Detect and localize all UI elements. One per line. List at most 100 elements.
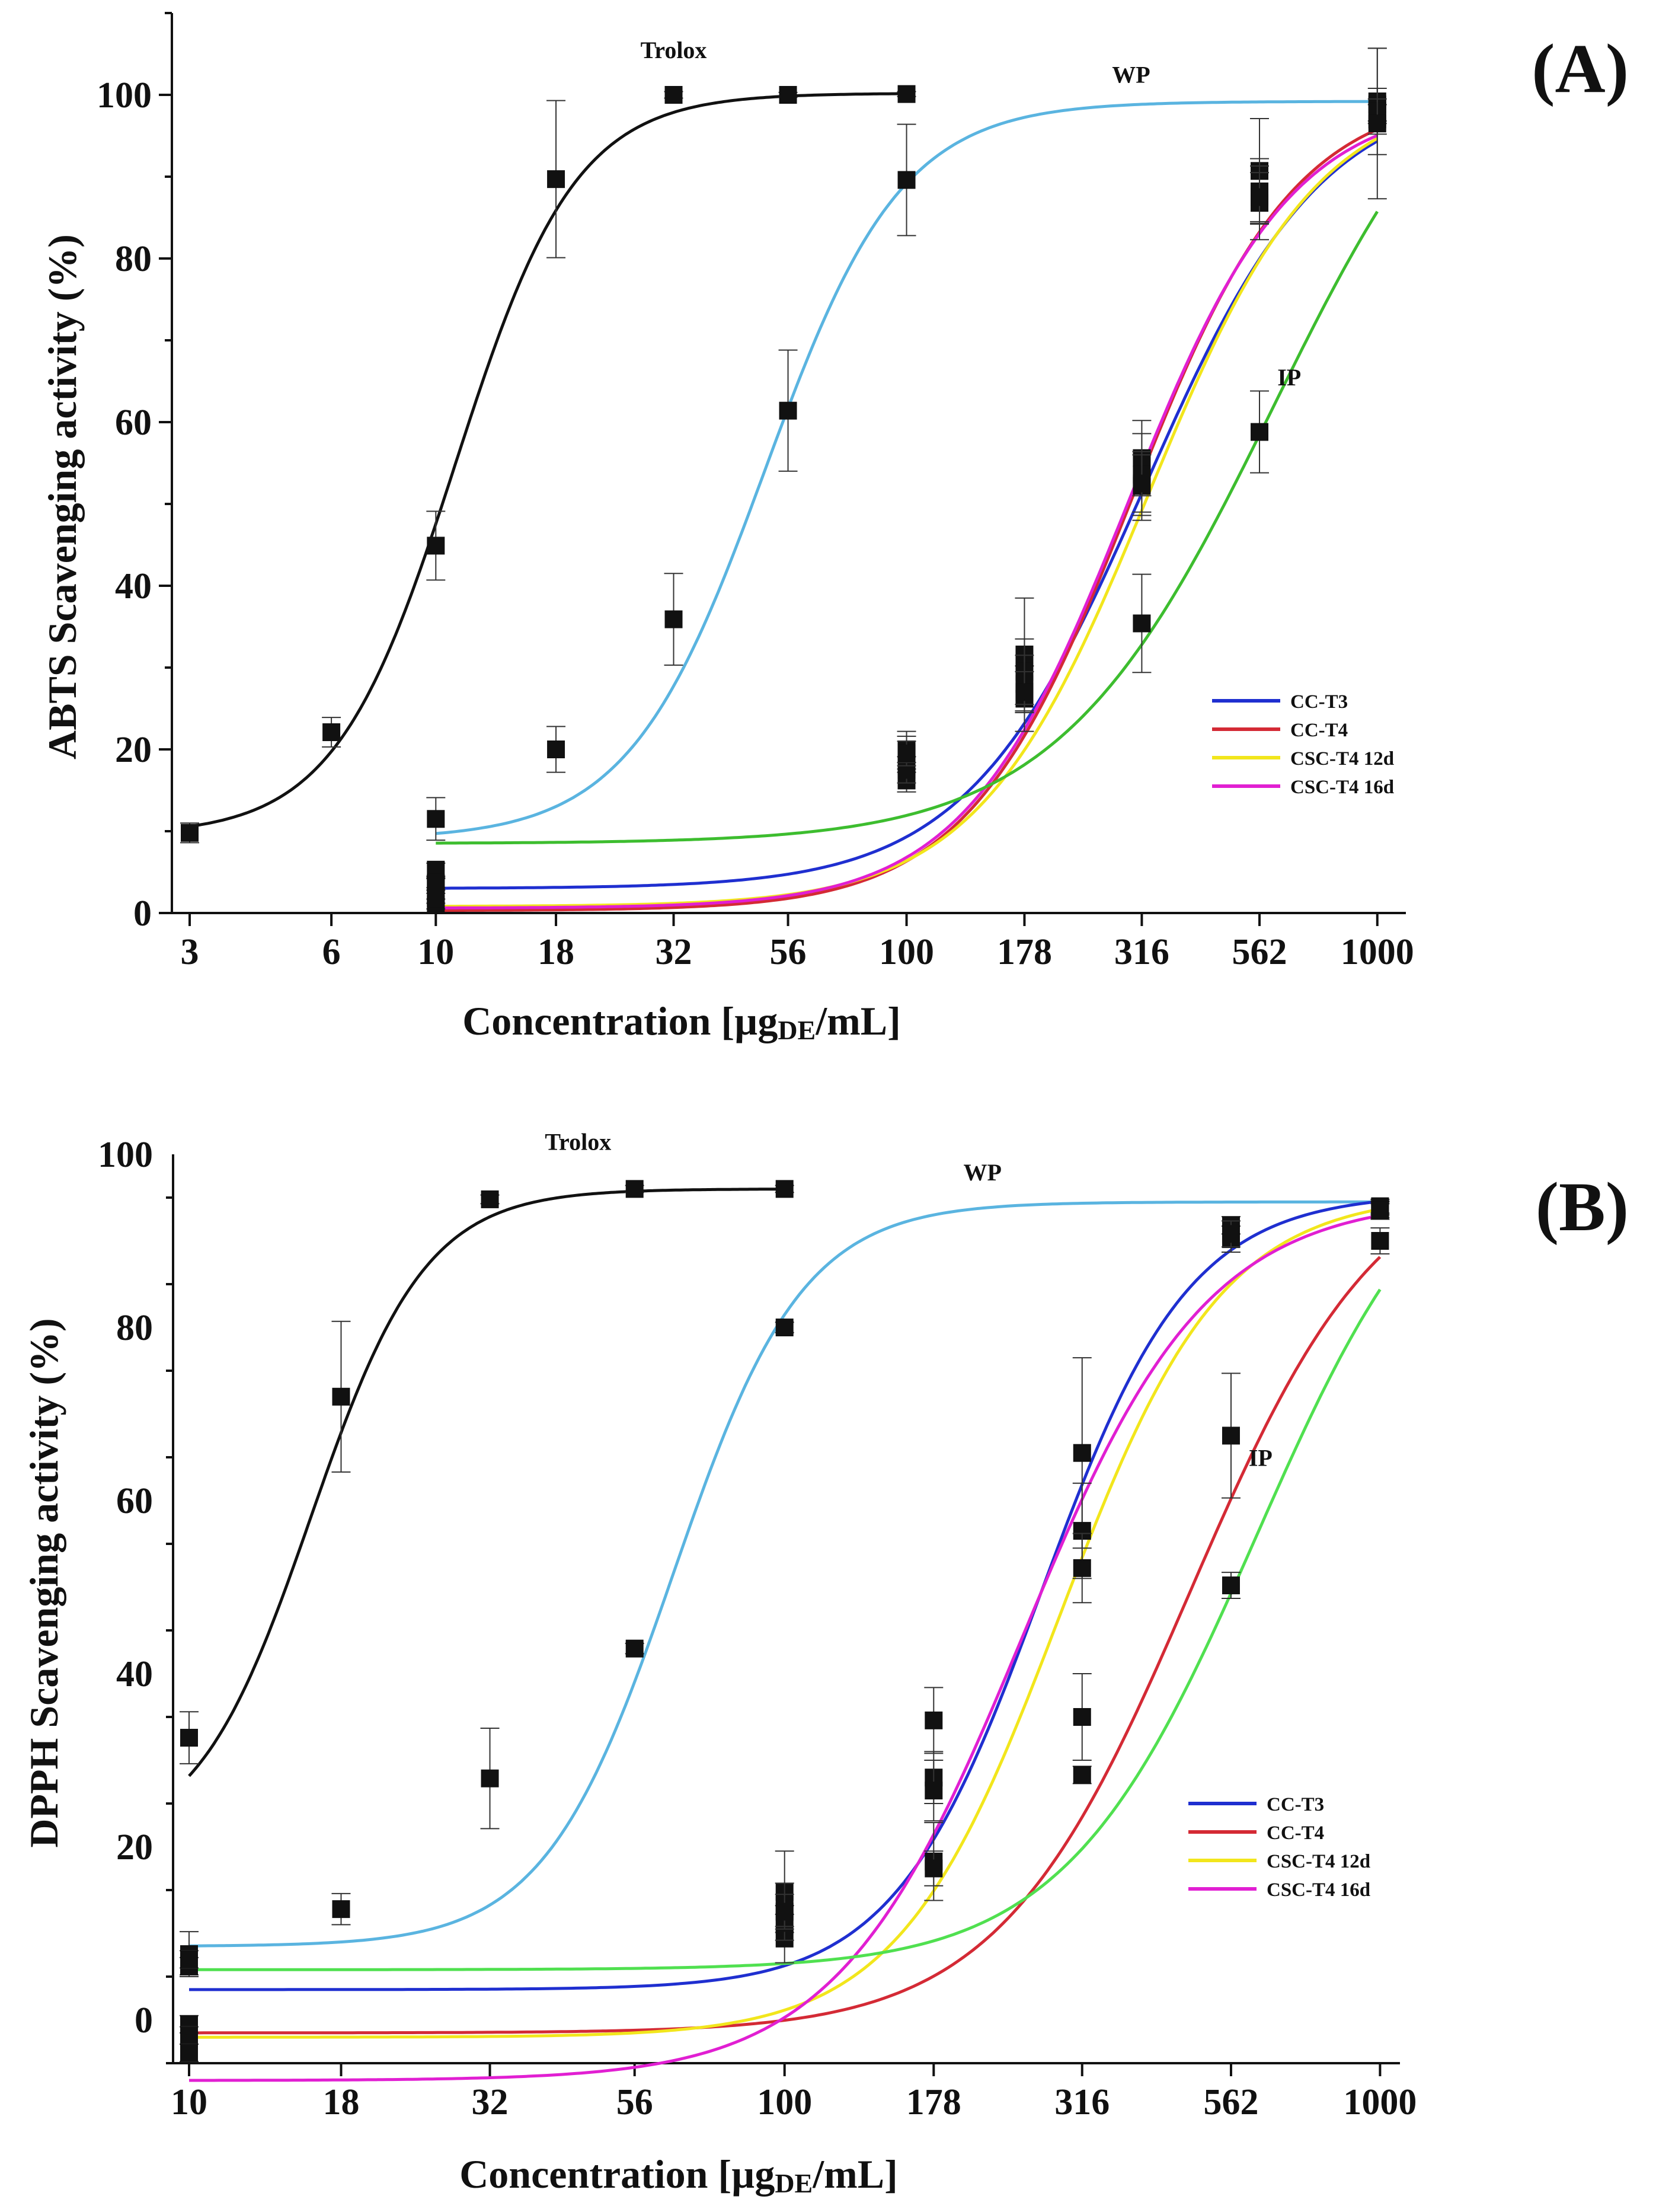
legend-label: CSC-T4 12d [1290,748,1394,770]
point-ip [925,1859,943,1878]
fit-curve-cc-t4 [189,1256,1382,2035]
legend-label: CSC-T4 16d [1267,1879,1370,1901]
point-wp [625,1639,644,1658]
curve-label-trolox: Trolox [641,37,707,63]
fit-curve-csc-t4-12d [436,137,1379,908]
data-points [179,1180,1390,2063]
fit-curve-csc-t4-12d [189,1207,1380,2039]
curve-label-ip: IP [1249,1445,1273,1472]
curve-label-wp: WP [963,1159,1001,1186]
fit-curve-cc-t3 [436,139,1379,890]
y-tick-label: 60 [115,403,152,443]
x-tick-label: 178 [906,2082,961,2122]
point-wp [897,171,916,189]
legend-label: CSC-T4 16d [1290,777,1394,798]
point-trolox [625,1180,644,1198]
x-tick-label: 18 [322,2082,359,2122]
x-tick-label: 100 [879,932,934,972]
x-tick-label: 6 [322,932,341,972]
x-tick-label: 10 [171,2082,207,2122]
fit-curve-ip [189,1288,1382,1971]
point-csc-t4-16d [1222,1225,1240,1243]
point-trolox [547,170,565,189]
y-tick-label: 100 [98,1135,153,1175]
point-ip [1368,114,1386,133]
y-tick-label: 0 [135,2000,153,2041]
point-csc-t4-16d [180,2044,198,2062]
x-tick-label: 316 [1054,2082,1110,2122]
legend: CC-T3 CC-T4 CSC-T4 12d CSC-T4 16d [1188,1794,1370,1901]
point-ip [1251,423,1269,441]
point-wp [664,610,683,628]
y-axis-title: DPPH Scavenging activity (%) [21,1318,66,1847]
point-trolox [180,1729,198,1747]
x-axis-title: Concentration [µgDE/mL] [459,2152,898,2198]
legend-label: CSC-T4 12d [1267,1851,1370,1872]
curve-labels: Trolox WP IP [545,1129,1272,1472]
point-csc-t4-16d [1133,474,1151,493]
point-csc-t4-12d [180,2026,198,2045]
y-tick-label: 0 [133,893,152,934]
y-axis-title: ABTS Scavenging activity (%) [40,234,85,759]
point-ip [1073,1766,1091,1784]
point-ip [1222,1576,1240,1595]
fit-curve-cc-t3 [189,1199,1380,1991]
x-tick-label: 316 [1114,932,1169,972]
axes: 3 6 10 18 32 56 100 178 316 562 1000 0 20 40 60 80 100 [97,12,1414,972]
point-trolox [332,1387,350,1406]
point-wp [332,1900,350,1919]
point-trolox [897,85,916,103]
y-tick-label: 40 [115,566,152,607]
point-ip [775,1903,794,1921]
curve-label-ip: IP [1277,364,1301,391]
point-csc-t4-16d [925,1711,943,1729]
point-trolox [181,823,199,842]
legend-label: CC-T3 [1290,691,1348,713]
x-axis-title: Concentration [µgDE/mL] [462,998,901,1045]
fit-curve-csc-t4-16d [189,1214,1380,2082]
y-tick-label: 100 [97,75,152,116]
y-tick-label: 20 [116,1827,153,1868]
fit-curve-ip [436,210,1379,845]
point-trolox [775,1180,794,1198]
point-wp [547,740,565,758]
panel-abts: (A) ABTS Scavenging activity (%) Concent… [40,12,1629,1045]
x-tick-label: 562 [1203,2082,1258,2122]
point-wp [779,401,797,420]
point-trolox [481,1769,499,1788]
data-points [180,47,1387,913]
point-csc-t4-16d [1251,188,1269,206]
point-ip [897,744,916,762]
point-csc-t4-16d [1371,1201,1389,1220]
point-trolox [779,86,797,104]
point-ip [427,873,445,892]
legend: CC-T3 CC-T4 CSC-T4 12d CSC-T4 16d [1212,691,1394,798]
x-tick-label: 18 [538,932,574,972]
point-csc-t4-16d [1073,1559,1091,1577]
fit-curve-wp [188,1200,1380,1948]
y-tick-label: 20 [115,730,152,770]
point-trolox [322,723,341,742]
panel-dpph: (B) DPPH Scavenging activity (%) Concent… [21,1129,1629,2198]
y-tick-label: 80 [115,239,152,279]
legend-label: CC-T4 [1267,1822,1324,1844]
y-tick-label: 80 [116,1308,153,1348]
x-tick-label: 3 [181,932,199,972]
x-tick-label: 56 [770,932,807,972]
legend-label: CC-T3 [1267,1794,1324,1815]
axes: 10 18 32 56 100 178 316 562 1000 0 20 40 60 80 100 [98,1135,1417,2122]
x-tick-label: 32 [472,2082,509,2122]
y-tick-label: 40 [116,1654,153,1694]
point-cc-t3 [1073,1444,1091,1462]
y-tick-label: 60 [116,1481,153,1521]
curve-label-wp: WP [1112,61,1150,88]
curve-labels: Trolox WP IP [641,37,1302,391]
curve-label-trolox: Trolox [545,1129,611,1156]
x-tick-label: 100 [757,2082,812,2122]
x-tick-label: 1000 [1343,2082,1417,2122]
point-ip [1015,683,1034,701]
fit-curve-csc-t4-16d [436,134,1378,909]
point-wp [775,1319,794,1336]
point-wp [427,810,445,828]
